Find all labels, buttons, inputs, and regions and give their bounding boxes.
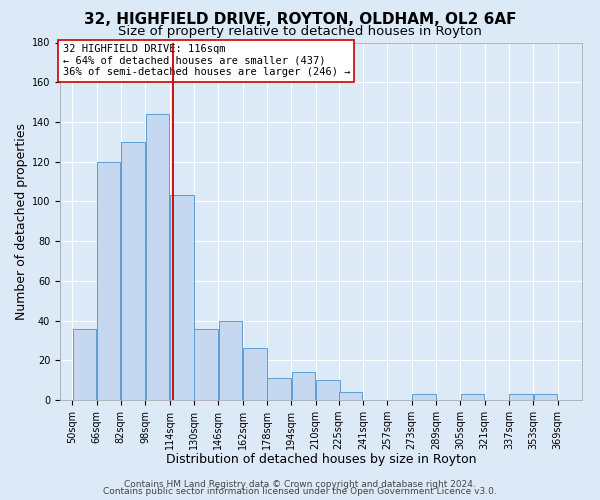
Bar (316, 380, 340, 400)
Bar (194, 328, 218, 400)
Bar (509, 394, 533, 400)
Bar (268, 378, 291, 400)
Bar (218, 320, 242, 400)
Bar (73, 328, 96, 400)
Bar (97, 162, 121, 400)
Y-axis label: Number of detached properties: Number of detached properties (14, 122, 28, 320)
Text: 32 HIGHFIELD DRIVE: 116sqm
← 64% of detached houses are smaller (437)
36% of sem: 32 HIGHFIELD DRIVE: 116sqm ← 64% of deta… (62, 44, 350, 78)
Bar (461, 394, 484, 400)
Bar (412, 394, 436, 400)
Bar (121, 142, 145, 400)
Text: Contains public sector information licensed under the Open Government Licence v3: Contains public sector information licen… (103, 487, 497, 496)
Bar (170, 196, 194, 400)
Bar (292, 372, 315, 400)
Bar (339, 392, 362, 400)
Text: Contains HM Land Registry data © Crown copyright and database right 2024.: Contains HM Land Registry data © Crown c… (124, 480, 476, 489)
X-axis label: Distribution of detached houses by size in Royton: Distribution of detached houses by size … (166, 454, 476, 466)
Text: 32, HIGHFIELD DRIVE, ROYTON, OLDHAM, OL2 6AF: 32, HIGHFIELD DRIVE, ROYTON, OLDHAM, OL2… (84, 12, 516, 28)
Bar (146, 114, 169, 400)
Bar (533, 394, 557, 400)
Text: Size of property relative to detached houses in Royton: Size of property relative to detached ho… (118, 25, 482, 38)
Bar (243, 348, 266, 400)
